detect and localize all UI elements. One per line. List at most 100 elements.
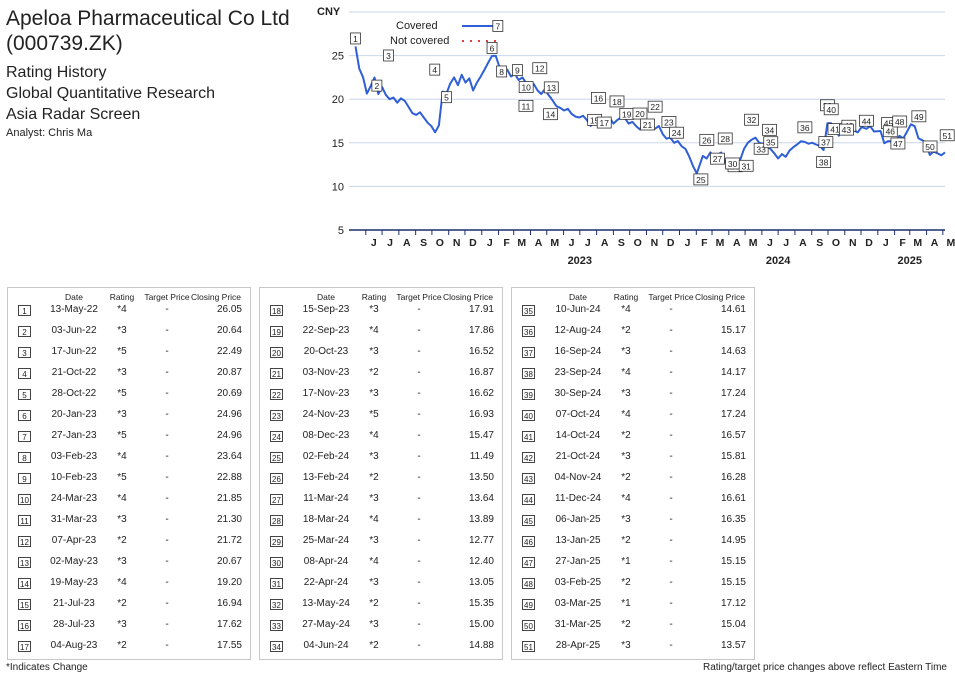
cell-date: 07-Apr-23: [51, 535, 97, 546]
cell-rating: *2: [117, 535, 127, 546]
annotation-number: 15: [590, 115, 600, 125]
cell-rating: *4: [621, 409, 631, 420]
cell-close: 16.52: [468, 346, 494, 357]
cell-target: -: [669, 556, 673, 567]
table-row: 7 27-Jan-23 *5 - 24.96: [8, 426, 250, 446]
cell-rating: *4: [369, 514, 379, 525]
x-tick-label: M: [550, 237, 559, 249]
annotation-box: [939, 129, 955, 142]
table-row: 24 08-Dec-23 *4 - 15.47: [260, 426, 502, 446]
cell-target: -: [417, 535, 421, 546]
annotation-box: [693, 173, 709, 186]
cell-rating: *5: [117, 346, 127, 357]
table-row: 37 16-Sep-24 *3 - 14.63: [512, 342, 754, 362]
table-row: 51 28-Apr-25 *3 - 13.57: [512, 636, 754, 656]
row-number-box: 3: [18, 347, 31, 358]
x-tick-label: N: [651, 237, 659, 249]
row-number-box: 39: [522, 389, 535, 400]
annotation-box: [350, 32, 361, 45]
row-number-box: 20: [270, 347, 283, 358]
annotation-number: 3: [386, 51, 391, 61]
row-number-box: 26: [270, 473, 283, 484]
row-number-box: 48: [522, 578, 535, 589]
annotation-box: [699, 133, 715, 146]
row-number-box: 23: [270, 410, 283, 421]
cell-close: 17.62: [216, 619, 242, 630]
row-number-box: 36: [522, 326, 535, 337]
annotation-box: [738, 159, 754, 172]
table-row: 30 08-Apr-24 *4 - 12.40: [260, 552, 502, 572]
cell-target: -: [669, 619, 673, 630]
annotation-number: 38: [819, 158, 829, 168]
cell-date: 03-Feb-25: [554, 577, 602, 588]
table-row: 25 02-Feb-24 *3 - 11.49: [260, 447, 502, 467]
table-row: 34 04-Jun-24 *2 - 14.88: [260, 636, 502, 656]
row-number-box: 49: [522, 599, 535, 610]
cell-target: -: [165, 325, 169, 336]
cell-target: -: [669, 598, 673, 609]
cell-target: -: [669, 472, 673, 483]
annotation-box: [441, 91, 452, 104]
cell-date: 03-Mar-25: [554, 598, 602, 609]
cell-date: 06-Jan-25: [555, 514, 601, 525]
row-number-box: 50: [522, 620, 535, 631]
annotation-box: [892, 115, 908, 128]
cell-target: -: [165, 619, 169, 630]
cell-target: -: [669, 304, 673, 315]
cell-date: 20-Jan-23: [51, 409, 97, 420]
annotation-number: 35: [766, 138, 776, 148]
table-row: 22 17-Nov-23 *3 - 16.62: [260, 384, 502, 404]
annotation-number: 33: [756, 144, 766, 154]
row-number-box: 10: [18, 494, 31, 505]
x-tick-label: J: [569, 237, 575, 249]
cell-date: 31-Mar-25: [554, 619, 602, 630]
cell-date: 30-Sep-24: [554, 388, 602, 399]
table-row: 31 22-Apr-24 *3 - 13.05: [260, 573, 502, 593]
annotation-number: 49: [914, 112, 924, 122]
cell-date: 28-Apr-25: [555, 640, 601, 651]
cell-close: 17.55: [216, 640, 242, 651]
cell-rating: *2: [621, 472, 631, 483]
annotation-number: 37: [821, 138, 831, 148]
row-number-box: 5: [18, 389, 31, 400]
cell-rating: *3: [117, 556, 127, 567]
cell-date: 04-Aug-23: [50, 640, 98, 651]
row-number-box: 7: [18, 431, 31, 442]
cell-rating: *3: [621, 451, 631, 462]
annotation-box: [763, 136, 779, 149]
cell-close: 16.61: [720, 493, 746, 504]
table-row: 17 04-Aug-23 *2 - 17.55: [8, 636, 250, 656]
cell-target: -: [165, 451, 169, 462]
row-number-box: 15: [18, 599, 31, 610]
cell-date: 19-May-23: [50, 577, 98, 588]
cell-date: 10-Feb-23: [50, 472, 98, 483]
table-row: 43 04-Nov-24 *2 - 16.28: [512, 468, 754, 488]
cell-target: -: [165, 346, 169, 357]
annotation-number: 17: [600, 118, 610, 128]
cell-target: -: [417, 325, 421, 336]
cell-target: -: [669, 346, 673, 357]
cell-close: 24.96: [216, 409, 242, 420]
row-number-box: 16: [18, 620, 31, 631]
table-row: 20 20-Oct-23 *3 - 16.52: [260, 342, 502, 362]
cell-close: 15.00: [468, 619, 494, 630]
row-number-box: 24: [270, 431, 283, 442]
cell-close: 17.24: [720, 409, 746, 420]
annotation-number: 41: [830, 125, 840, 135]
x-tick-label: S: [816, 237, 823, 249]
annotation-number: 26: [702, 135, 712, 145]
cell-close: 15.04: [720, 619, 746, 630]
cell-rating: *3: [117, 367, 127, 378]
table-row: 15 21-Jul-23 *2 - 16.94: [8, 594, 250, 614]
x-tick-label: A: [733, 237, 741, 249]
table-row: 29 25-Mar-24 *3 - 12.77: [260, 531, 502, 551]
row-number-box: 19: [270, 326, 283, 337]
cell-date: 15-Sep-23: [302, 304, 350, 315]
x-tick-label: O: [634, 237, 642, 249]
annotation-number: 18: [612, 97, 622, 107]
annotation-box: [859, 114, 874, 127]
table-row: 45 06-Jan-25 *3 - 16.35: [512, 510, 754, 530]
cell-target: -: [417, 304, 421, 315]
annotation-number: 32: [747, 115, 757, 125]
table-row: 49 03-Mar-25 *1 - 17.12: [512, 594, 754, 614]
